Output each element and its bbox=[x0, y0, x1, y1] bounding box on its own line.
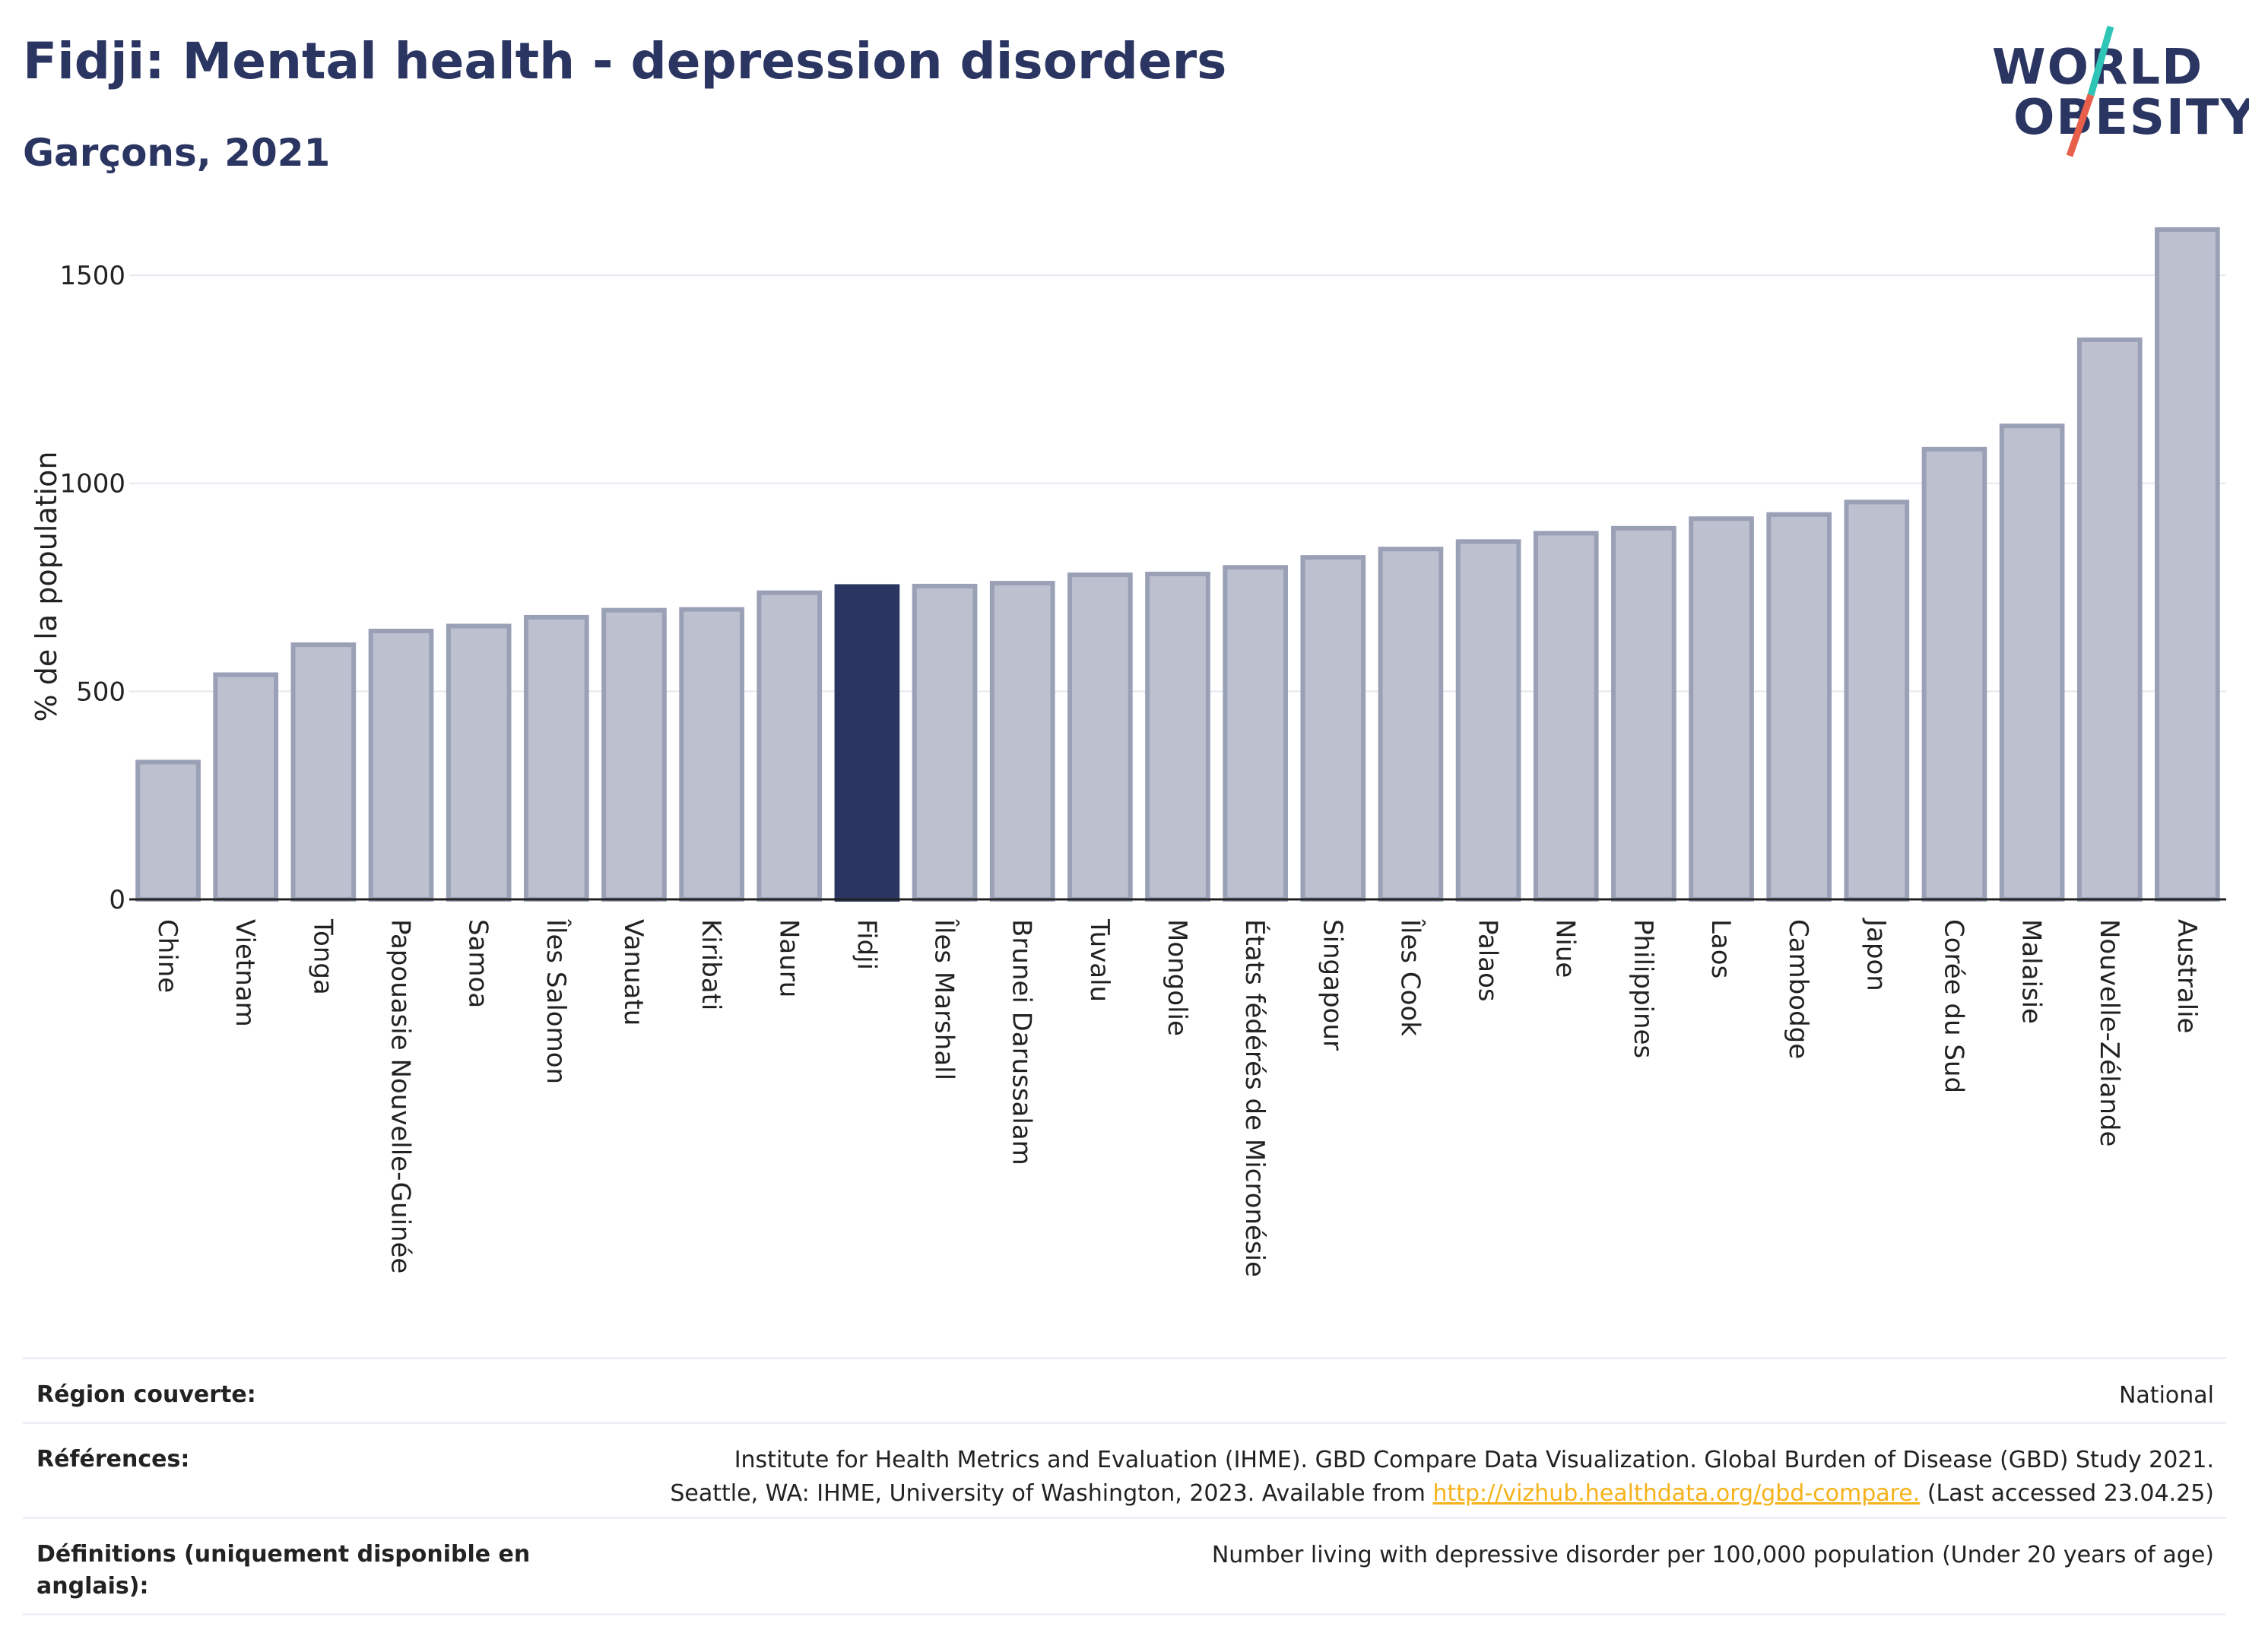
x-category-label: Brunei Darussalam bbox=[1007, 919, 1037, 1165]
bar bbox=[1999, 423, 2065, 902]
info-row-references: Références: Institute for Health Metrics… bbox=[23, 1422, 2226, 1517]
bar bbox=[213, 672, 279, 902]
y-tick-label: 500 bbox=[76, 677, 125, 707]
bar-chart: 0 500 1000 1500 Chine Vietnam Tonga Papouasie … bbox=[30, 227, 2226, 1277]
y-tick-label: 0 bbox=[109, 885, 125, 915]
x-category-label: Vanuatu bbox=[618, 919, 649, 1026]
bar bbox=[679, 607, 744, 902]
bar bbox=[1766, 512, 1832, 902]
x-category-label: Nouvelle-Zélande bbox=[2094, 919, 2124, 1146]
x-category-label: Tuvalu bbox=[1084, 918, 1115, 1002]
x-category-label: Vietnam bbox=[230, 919, 260, 1027]
x-category-label: Îles Marshall bbox=[929, 918, 960, 1080]
bar bbox=[446, 623, 512, 902]
x-category-label: Corée du Sud bbox=[1938, 919, 1968, 1093]
x-category-label: Samoa bbox=[463, 919, 493, 1008]
x-category-label: Îles Salomon bbox=[541, 918, 572, 1084]
x-category-label: Malaisie bbox=[2016, 919, 2047, 1024]
info-table: Région couverte: National Références: In… bbox=[23, 1357, 2226, 1616]
references-label: Références: bbox=[36, 1446, 190, 1473]
x-category-label: Cambodge bbox=[1783, 919, 1813, 1059]
bar bbox=[1689, 516, 1754, 902]
bar bbox=[523, 614, 589, 902]
page-subtitle: Garçons, 2021 bbox=[23, 131, 331, 175]
bar bbox=[1533, 531, 1599, 902]
x-category-label: États fédérés de Micronésie bbox=[1239, 919, 1270, 1277]
bar bbox=[757, 590, 823, 902]
region-label: Région couverte: bbox=[36, 1381, 256, 1408]
bar bbox=[1611, 525, 1676, 902]
bar bbox=[912, 583, 978, 902]
references-value: Institute for Health Metrics and Evaluat… bbox=[670, 1424, 2226, 1517]
bars bbox=[135, 227, 2220, 902]
logo-slash-icon bbox=[2066, 25, 2114, 157]
x-category-label: Singapour bbox=[1317, 919, 1347, 1051]
x-category-label: Laos bbox=[1705, 919, 1736, 978]
bar bbox=[2155, 227, 2220, 902]
x-category-label: Philippines bbox=[1628, 919, 1658, 1058]
x-category-label: Australie bbox=[2171, 919, 2202, 1033]
bar bbox=[1145, 572, 1210, 902]
bar bbox=[1921, 446, 1987, 902]
bar bbox=[989, 581, 1055, 902]
x-category-label: Papouasie Nouvelle-Guinée bbox=[385, 919, 416, 1273]
x-category-label: Tonga bbox=[307, 918, 338, 995]
y-tick-labels: 0 500 1000 1500 bbox=[59, 261, 125, 915]
y-tick-label: 1000 bbox=[59, 469, 125, 499]
references-line-2: Seattle, WA: IHME, University of Washing… bbox=[670, 1477, 2214, 1511]
info-row-region: Région couverte: National bbox=[23, 1357, 2226, 1422]
bar bbox=[368, 629, 434, 902]
bar bbox=[1378, 547, 1444, 902]
references-line-1: Institute for Health Metrics and Evaluat… bbox=[734, 1447, 2214, 1473]
x-category-label: Chine bbox=[152, 919, 182, 993]
x-category-label: Îles Cook bbox=[1394, 918, 1426, 1036]
bar bbox=[1300, 555, 1366, 902]
bar-highlight bbox=[834, 584, 900, 902]
bar bbox=[601, 607, 667, 902]
references-line-2-post: (Last accessed 23.04.25) bbox=[1927, 1480, 2214, 1507]
x-category-label: Palaos bbox=[1473, 919, 1503, 1002]
x-category-labels: Chine Vietnam Tonga Papouasie Nouvelle-Guin… bbox=[152, 918, 2202, 1277]
info-row-definitions: Définitions (uniquement disponible en an… bbox=[23, 1517, 2226, 1616]
definitions-label: Définitions (uniquement disponible en an… bbox=[36, 1541, 531, 1600]
bar bbox=[1223, 565, 1288, 902]
bar bbox=[135, 759, 201, 902]
x-category-label: Niue bbox=[1550, 919, 1581, 978]
logo-line-2: OBESITY bbox=[2013, 90, 2249, 146]
bar bbox=[2076, 337, 2143, 902]
x-category-label: Mongolie bbox=[1162, 919, 1192, 1036]
world-obesity-logo: WORLD OBESITY bbox=[1977, 23, 2249, 160]
region-value: National bbox=[2118, 1382, 2214, 1409]
x-category-label: Fidji bbox=[851, 919, 881, 970]
references-link[interactable]: http://vizhub.healthdata.org/gbd-compare… bbox=[1432, 1480, 1921, 1507]
references-line-2-pre: Seattle, WA: IHME, University of Washing… bbox=[670, 1480, 1426, 1507]
x-category-label: Kiribati bbox=[696, 919, 726, 1010]
x-category-label: Nauru bbox=[773, 919, 804, 997]
bar bbox=[1455, 539, 1521, 902]
bar bbox=[1067, 572, 1133, 902]
definitions-value: Number living with depressive disorder p… bbox=[1211, 1542, 2214, 1568]
bar bbox=[290, 642, 357, 902]
y-axis-title: % de la population bbox=[30, 452, 63, 722]
bar bbox=[1844, 499, 1910, 902]
page-title: Fidji: Mental health - depression disord… bbox=[23, 32, 1227, 90]
y-tick-label: 1500 bbox=[59, 261, 125, 291]
x-category-label: Japon bbox=[1860, 918, 1891, 991]
